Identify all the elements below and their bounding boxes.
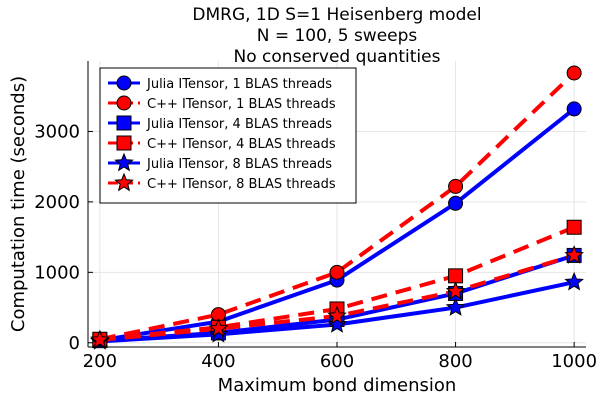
legend: Julia ITensor, 1 BLAS threads C++ ITensor… <box>99 67 357 204</box>
data-point-s5-p3 <box>445 281 466 300</box>
x-tick-label-3: 800 <box>438 351 472 372</box>
chart-title-line-3: No conserved quantities <box>234 47 441 67</box>
y-axis-label: Computation time (seconds) <box>8 76 29 332</box>
chart-title-line-2: N = 100, 5 sweeps <box>257 26 418 46</box>
legend-marker-2 <box>116 115 132 131</box>
data-point-s1-p2 <box>329 264 345 280</box>
data-point-s4-p2 <box>327 314 347 333</box>
data-point-s1-p3 <box>448 178 464 194</box>
data-point-s5-p2 <box>327 305 347 325</box>
series-markers <box>90 65 584 350</box>
data-point-s5-p0 <box>90 329 110 349</box>
legend-marker-3 <box>116 135 132 151</box>
y-tick-label-1: 1000 <box>34 262 80 283</box>
data-point-s3-p3 <box>448 268 464 284</box>
legend-label-1: C++ ITensor, 1 BLAS threads <box>147 97 336 112</box>
x-tick-label-0: 200 <box>83 351 117 372</box>
legend-marker-5 <box>114 172 134 192</box>
x-tick-label-2: 600 <box>320 351 354 372</box>
y-tick-label-3: 3000 <box>34 121 80 142</box>
x-ticks: 200 400 600 800 1000 <box>83 342 597 372</box>
data-point-s4-p1 <box>208 323 229 343</box>
legend-label-0: Julia ITensor, 1 BLAS threads <box>146 77 332 92</box>
legend-label-4: Julia ITensor, 8 BLAS threads <box>146 157 332 172</box>
legend-label-3: C++ ITensor, 4 BLAS threads <box>147 137 336 152</box>
legend-label-5: C++ ITensor, 8 BLAS threads <box>147 177 336 192</box>
data-point-s4-p4 <box>564 271 584 291</box>
y-ticks: 0 1000 2000 3000 <box>34 121 93 354</box>
data-point-s1-p4 <box>566 65 582 81</box>
data-point-s3-p4 <box>566 219 582 235</box>
legend-label-2: Julia ITensor, 4 BLAS threads <box>146 117 332 132</box>
data-point-s5-p1 <box>208 318 229 338</box>
chart-title-line-1: DMRG, 1D S=1 Heisenberg model <box>192 5 481 25</box>
y-tick-label-2: 2000 <box>34 192 80 213</box>
series-line-1 <box>99 71 576 342</box>
data-point-s4-p3 <box>445 297 466 316</box>
x-tick-label-4: 1000 <box>551 351 597 372</box>
data-point-s0-p3 <box>448 195 464 211</box>
data-point-s5-p4 <box>564 245 584 264</box>
legend-marker-0 <box>116 75 132 91</box>
x-tick-label-1: 400 <box>201 351 235 372</box>
legend-box <box>99 67 357 204</box>
y-tick-label-0: 0 <box>69 333 80 354</box>
x-axis-label: Maximum bond dimension <box>218 375 457 396</box>
data-point-s0-p4 <box>566 101 582 117</box>
legend-marker-1 <box>116 95 132 111</box>
legend-marker-4 <box>114 152 134 172</box>
